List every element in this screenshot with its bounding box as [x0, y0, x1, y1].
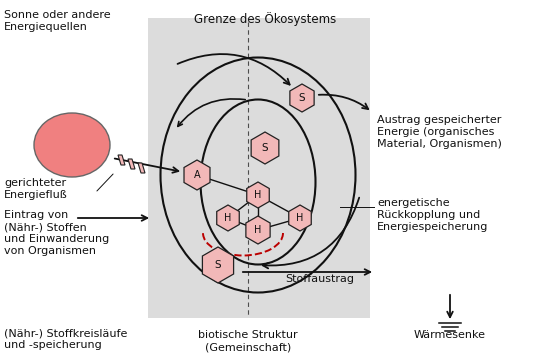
Polygon shape: [247, 182, 269, 208]
Text: und -speicherung: und -speicherung: [4, 340, 102, 350]
Polygon shape: [217, 205, 239, 231]
FancyArrowPatch shape: [178, 99, 245, 126]
Text: biotische Struktur: biotische Struktur: [198, 330, 298, 340]
Polygon shape: [128, 159, 135, 169]
Text: Stoffaustrag: Stoffaustrag: [285, 274, 354, 284]
Polygon shape: [251, 132, 279, 164]
Text: Energiespeicherung: Energiespeicherung: [377, 222, 488, 232]
Polygon shape: [138, 163, 145, 173]
Text: H: H: [224, 213, 231, 223]
Polygon shape: [289, 205, 311, 231]
Polygon shape: [118, 155, 125, 165]
Text: A: A: [193, 170, 201, 180]
Text: gerichteter: gerichteter: [4, 178, 66, 188]
Text: Eintrag von: Eintrag von: [4, 210, 68, 220]
Text: Energie (organisches: Energie (organisches: [377, 127, 494, 137]
Polygon shape: [290, 84, 314, 112]
Ellipse shape: [34, 113, 110, 177]
Polygon shape: [202, 247, 234, 283]
FancyArrowPatch shape: [263, 198, 359, 268]
Bar: [148, 18, 370, 318]
Text: energetische: energetische: [377, 198, 450, 208]
Text: Material, Organismen): Material, Organismen): [377, 139, 502, 149]
Text: Austrag gespeicherter: Austrag gespeicherter: [377, 115, 501, 125]
Text: Energiequellen: Energiequellen: [4, 22, 88, 32]
Text: H: H: [296, 213, 304, 223]
Text: (Gemeinschaft): (Gemeinschaft): [205, 342, 291, 352]
Text: S: S: [262, 143, 268, 153]
Text: H: H: [254, 190, 262, 200]
FancyArrowPatch shape: [319, 95, 368, 109]
Text: H: H: [254, 225, 262, 235]
Text: S: S: [215, 260, 221, 270]
FancyArrowPatch shape: [178, 54, 289, 85]
Text: und Einwanderung: und Einwanderung: [4, 234, 109, 244]
Text: (Nähr-) Stoffkreisläufe: (Nähr-) Stoffkreisläufe: [4, 328, 127, 338]
Text: Sonne oder andere: Sonne oder andere: [4, 10, 111, 20]
Text: S: S: [299, 93, 305, 103]
Text: Wärmesenke: Wärmesenke: [414, 330, 486, 340]
Text: Rückkopplung und: Rückkopplung und: [377, 210, 480, 220]
Polygon shape: [184, 160, 210, 190]
Text: Energiefluß: Energiefluß: [4, 190, 68, 200]
Text: von Organismen: von Organismen: [4, 246, 96, 256]
Text: (Nähr-) Stoffen: (Nähr-) Stoffen: [4, 222, 87, 232]
Text: Grenze des Ökosystems: Grenze des Ökosystems: [194, 12, 336, 26]
Polygon shape: [246, 216, 270, 244]
